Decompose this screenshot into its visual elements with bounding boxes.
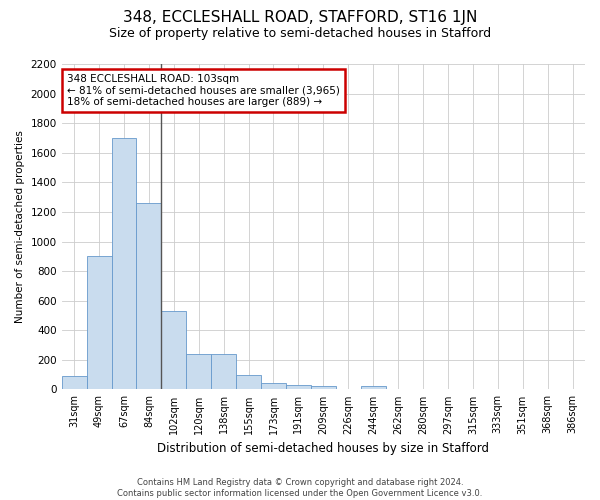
Text: Size of property relative to semi-detached houses in Stafford: Size of property relative to semi-detach… (109, 28, 491, 40)
Bar (261, 383, 286, 390)
Y-axis label: Number of semi-detached properties: Number of semi-detached properties (15, 130, 25, 323)
Bar (311, 386, 336, 390)
Bar (161, 311, 186, 390)
Bar (186, 354, 211, 390)
Bar (62, 376, 86, 390)
Bar (86, 256, 112, 390)
Bar (112, 138, 136, 390)
Bar (236, 374, 261, 390)
Bar (286, 385, 311, 390)
Text: Contains HM Land Registry data © Crown copyright and database right 2024.
Contai: Contains HM Land Registry data © Crown c… (118, 478, 482, 498)
Bar (136, 203, 161, 390)
Bar (361, 386, 386, 390)
X-axis label: Distribution of semi-detached houses by size in Stafford: Distribution of semi-detached houses by … (157, 442, 490, 455)
Bar (211, 354, 236, 390)
Text: 348, ECCLESHALL ROAD, STAFFORD, ST16 1JN: 348, ECCLESHALL ROAD, STAFFORD, ST16 1JN (123, 10, 477, 25)
Text: 348 ECCLESHALL ROAD: 103sqm
← 81% of semi-detached houses are smaller (3,965)
18: 348 ECCLESHALL ROAD: 103sqm ← 81% of sem… (67, 74, 340, 107)
